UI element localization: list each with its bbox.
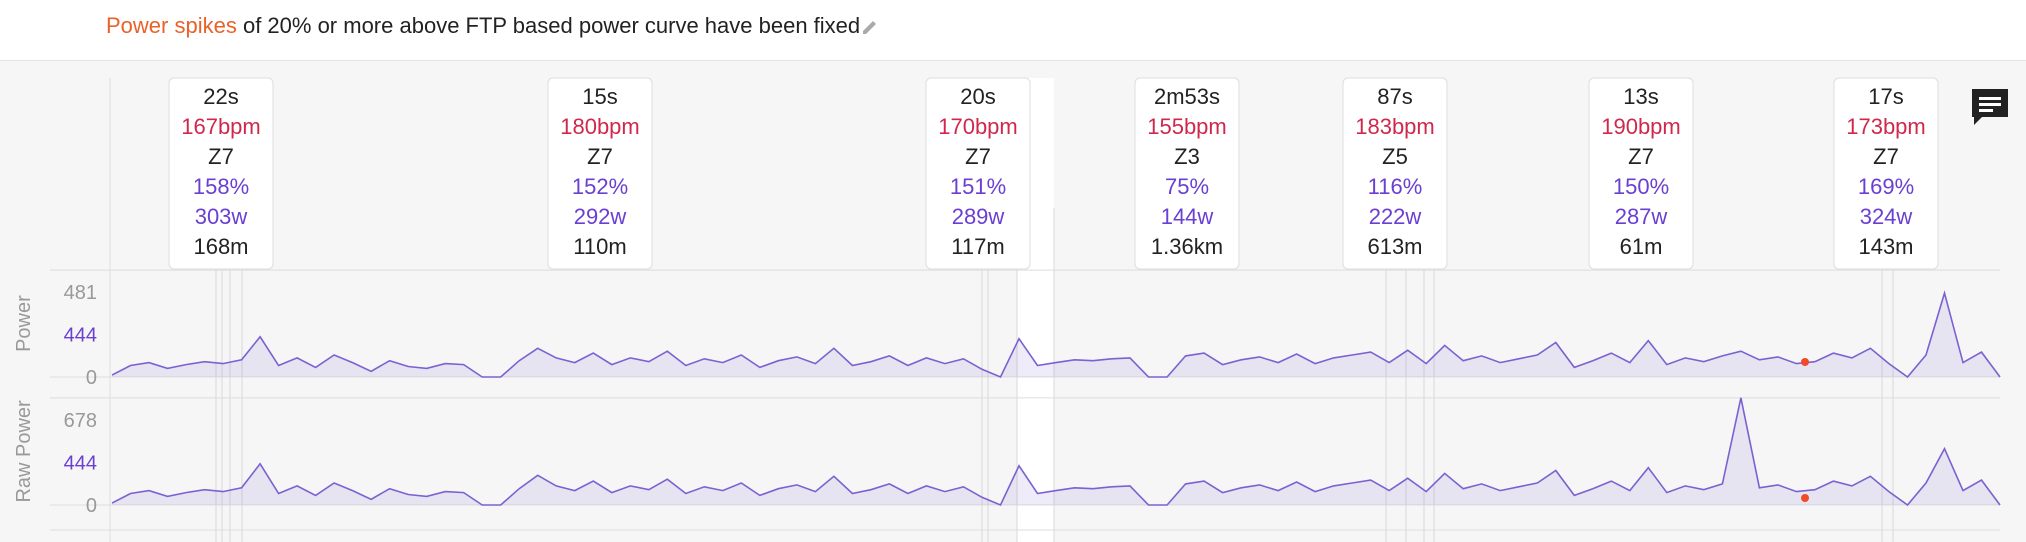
notice-highlight[interactable]: Power spikes (106, 13, 237, 38)
interval-box (1134, 77, 1240, 270)
interval-watts: 144w (1161, 204, 1214, 229)
interval-hr: 167bpm (181, 114, 261, 139)
interval-percent: 169% (1858, 174, 1914, 199)
interval-duration: 87s (1377, 84, 1412, 109)
interval-distance: 117m (951, 234, 1004, 259)
interval-duration: 15s (582, 84, 617, 109)
interval-box (547, 77, 653, 270)
interval-watts: 222w (1369, 204, 1422, 229)
interval-box (1588, 77, 1694, 270)
interval-hr: 173bpm (1846, 114, 1926, 139)
interval-distance: 1.36km (1151, 234, 1223, 259)
y-tick-label: 678 (64, 410, 97, 432)
interval-zone: Z7 (965, 144, 991, 169)
interval-duration: 22s (203, 84, 238, 109)
interval-hr: 155bpm (1147, 114, 1227, 139)
y-tick-label: 444 (64, 325, 97, 347)
area (112, 293, 2000, 377)
edit-icon[interactable] (860, 16, 880, 36)
interval-watts: 292w (574, 204, 627, 229)
interval-zone: Z7 (1628, 144, 1654, 169)
y-axis-label: Power (13, 295, 35, 352)
trace (111, 290, 2001, 379)
interval-zone: Z7 (208, 144, 234, 169)
interval-percent: 75% (1165, 174, 1209, 199)
y-axis-label: Raw Power (13, 400, 35, 503)
interval-duration: 20s (960, 84, 995, 109)
interval-distance: 168m (193, 234, 248, 259)
y-tick-label: 444 (64, 453, 97, 475)
interval-watts: 289w (952, 204, 1005, 229)
interval-percent: 151% (950, 174, 1006, 199)
y-tick-label: 481 (64, 282, 97, 304)
area (112, 397, 2000, 505)
interval-zone: Z7 (587, 144, 613, 169)
interval-box (1342, 77, 1448, 270)
interval-watts: 324w (1860, 204, 1913, 229)
interval-distance: 61m (1620, 234, 1663, 259)
spike-marker (1801, 358, 1809, 366)
spike-marker (1801, 494, 1809, 502)
trace (111, 397, 2001, 507)
interval-box (925, 77, 1031, 270)
y-tick-label: 0 (86, 495, 97, 517)
interval-percent: 152% (572, 174, 628, 199)
notice-text: of 20% or more above FTP based power cur… (242, 13, 861, 38)
interval-watts: 303w (195, 204, 248, 229)
interval-distance: 110m (573, 234, 626, 259)
interval-distance: 613m (1367, 234, 1422, 259)
header-bar: Power spikes of 20% or more above FTP ba… (0, 0, 2026, 61)
interval-hr: 190bpm (1601, 114, 1681, 139)
interval-percent: 150% (1613, 174, 1669, 199)
interval-distance: 143m (1858, 234, 1913, 259)
comment-icon[interactable] (1972, 89, 2008, 125)
chart: Power 0 444 481 Raw Power 0 444 678 22s 167bpm Z7 1… (13, 77, 2008, 542)
interval-duration: 2m53s (1154, 84, 1220, 109)
notice: Power spikes of 20% or more above FTP ba… (106, 13, 880, 39)
interval-duration: 17s (1868, 84, 1903, 109)
interval-hr: 170bpm (938, 114, 1018, 139)
interval-box (168, 77, 274, 270)
interval-hr: 180bpm (560, 114, 640, 139)
interval-percent: 116% (1368, 174, 1423, 199)
interval-zone: Z5 (1382, 144, 1408, 169)
y-tick-label: 0 (86, 367, 97, 389)
interval-hr: 183bpm (1355, 114, 1435, 139)
interval-percent: 158% (193, 174, 249, 199)
interval-box (1833, 77, 1939, 270)
interval-watts: 287w (1615, 204, 1668, 229)
interval-duration: 13s (1623, 84, 1658, 109)
interval-zone: Z3 (1174, 144, 1200, 169)
interval-zone: Z7 (1873, 144, 1899, 169)
